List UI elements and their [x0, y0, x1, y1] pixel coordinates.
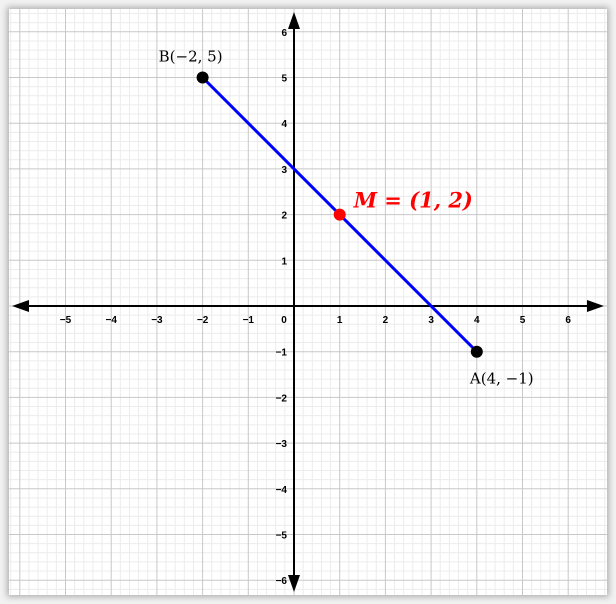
point-b: [196, 71, 209, 84]
x-tick-label: −2: [197, 315, 209, 326]
x-tick-label: 6: [565, 315, 571, 326]
minor-grid: [9, 9, 607, 595]
y-tick-label: −3: [276, 439, 288, 450]
y-tick-label: −6: [276, 576, 288, 587]
y-axis-arrow-up-icon: [288, 12, 300, 29]
y-tick-label: 1: [281, 256, 287, 267]
x-tick-label: 2: [383, 315, 389, 326]
x-tick-label: 5: [520, 315, 526, 326]
x-tick-label: −5: [60, 315, 72, 326]
y-tick-label: −2: [276, 393, 288, 404]
major-grid: [9, 9, 607, 595]
x-axis-arrow-right-icon: [587, 300, 604, 312]
x-tick-label: 4: [474, 315, 480, 326]
x-tick-label: 0: [281, 315, 287, 326]
x-tick-label: 3: [428, 315, 434, 326]
y-tick-labels: 6 5 4 3 2 1 −1 −2 −3 −4 −5 −6: [276, 28, 288, 587]
coordinate-plane: −5 −4 −3 −2 −1 0 1 2 3 4 5 6 6 5 4 3 2 1 −1 −2 −3 −4 −5 −6 B(−…: [9, 9, 607, 595]
y-tick-label: −1: [276, 348, 288, 359]
x-tick-label: −3: [151, 315, 163, 326]
x-tick-label: −1: [243, 315, 255, 326]
x-axis-arrow-left-icon: [12, 300, 29, 312]
point-m: [333, 208, 346, 221]
x-tick-labels: −5 −4 −3 −2 −1 0 1 2 3 4 5 6: [60, 315, 572, 326]
y-tick-label: 2: [281, 211, 287, 222]
y-tick-label: −5: [276, 531, 288, 542]
point-m-label: M = (1, 2): [353, 188, 473, 213]
y-tick-label: 4: [281, 119, 287, 130]
y-tick-label: 6: [281, 28, 287, 39]
x-tick-label: 1: [337, 315, 343, 326]
point-a: [470, 345, 483, 358]
points: B(−2, 5) A(4, −1) M = (1, 2): [159, 48, 534, 388]
point-a-label: A(4, −1): [469, 370, 534, 388]
x-tick-label: −4: [105, 315, 117, 326]
point-b-label: B(−2, 5): [159, 48, 223, 66]
y-tick-label: −4: [276, 485, 288, 496]
y-tick-label: 5: [281, 74, 287, 85]
coordinate-plane-card: −5 −4 −3 −2 −1 0 1 2 3 4 5 6 6 5 4 3 2 1 −1 −2 −3 −4 −5 −6 B(−…: [9, 9, 607, 595]
y-axis-arrow-down-icon: [288, 575, 300, 592]
y-tick-label: 3: [281, 165, 287, 176]
axes: [12, 12, 604, 592]
